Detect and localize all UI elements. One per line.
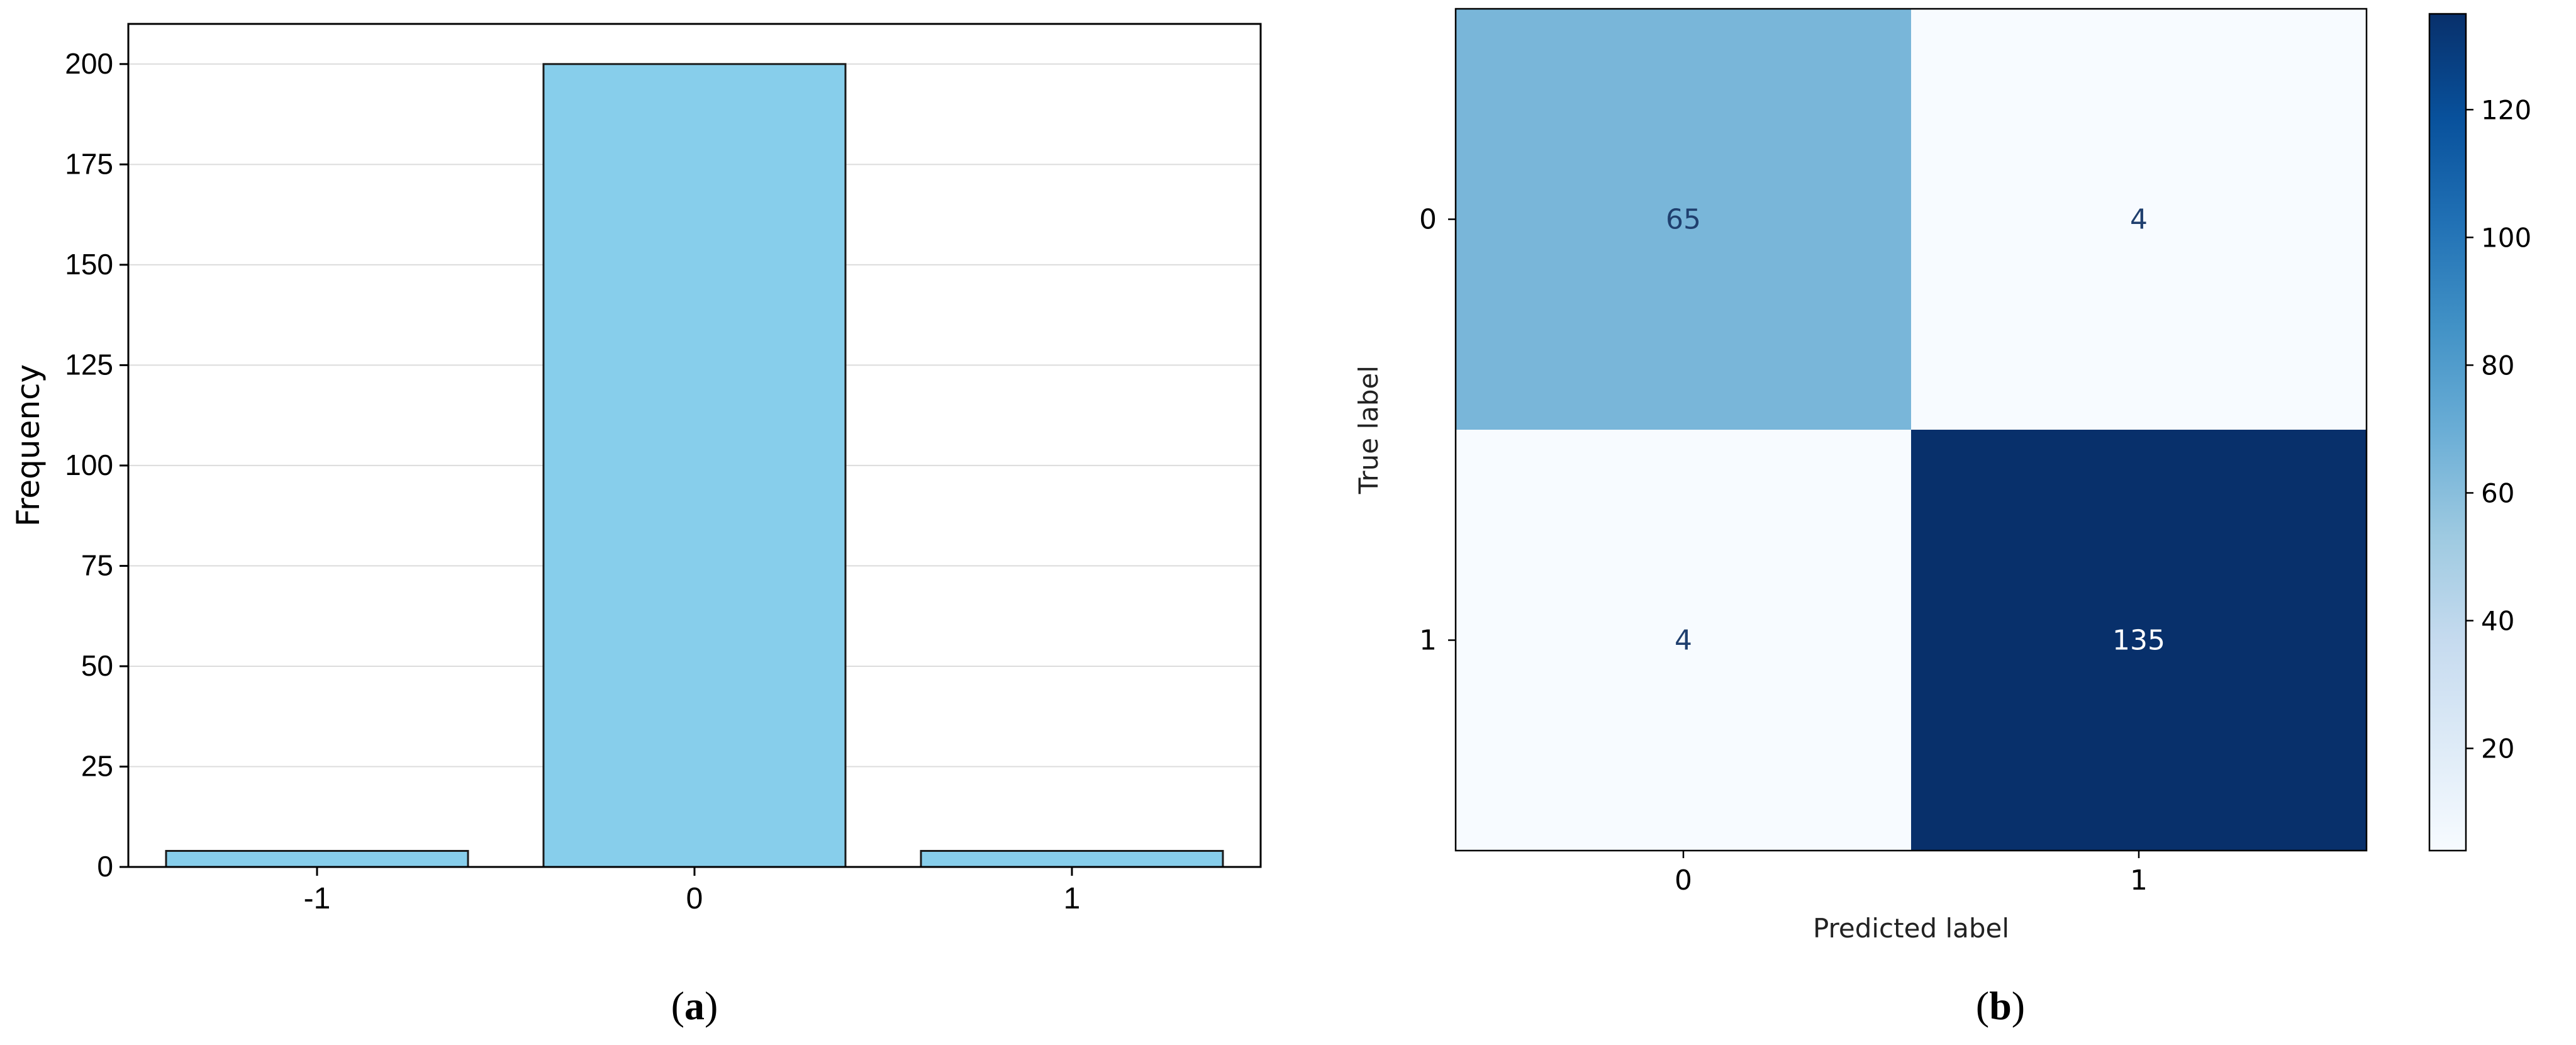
bar-chart-panel: 0 25 50 75 100 125 150 175 200 -1 0 1 Frequency (a…	[10, 23, 1262, 1028]
colorbar-gradient	[2428, 13, 2467, 852]
row-tick-label: 0	[1419, 204, 1437, 236]
y-tick-label: 100	[65, 449, 113, 481]
colorbar-tick-label: 40	[2481, 606, 2514, 637]
colorbar: 20 40 60 80 100 120	[2428, 13, 2531, 852]
x-tick-label: 0	[686, 882, 703, 915]
y-tick-label: 175	[65, 147, 113, 180]
cell-value: 4	[2130, 204, 2148, 236]
colorbar-tick-label: 60	[2481, 478, 2514, 508]
cell-value: 135	[2112, 625, 2165, 657]
row-ticks: 01	[1419, 204, 1456, 657]
y-ticks: 0 25 50 75 100 125 150 175 200	[65, 47, 128, 883]
column-tick-label: 0	[1675, 864, 1692, 897]
bar	[165, 849, 469, 868]
bars	[165, 63, 1224, 868]
bar	[542, 63, 847, 868]
matrix-frame	[1454, 8, 2368, 852]
y-tick-label: 25	[81, 749, 113, 782]
x-tick-label: 1	[1064, 882, 1081, 915]
y-tick-label: 75	[81, 549, 113, 581]
cell-value: 65	[1666, 204, 1701, 236]
cell-value: 4	[1675, 625, 1692, 657]
x-ticks: -1 0 1	[304, 867, 1081, 915]
colorbar-tick-label: 100	[2481, 222, 2531, 253]
y-tick-label: 125	[65, 348, 113, 381]
colorbar-tick-label: 80	[2481, 350, 2514, 381]
cell-value-labels: 65 4 4 135	[1666, 204, 2165, 657]
row-tick-label: 1	[1419, 625, 1437, 657]
y-axis-label: Frequency	[10, 364, 47, 527]
y-tick-label: 150	[65, 248, 113, 281]
colorbar-ticks: 20 40 60 80 100 120	[2466, 94, 2531, 764]
caption-b: (b)	[1976, 983, 2025, 1028]
x-axis-label: Predicted label	[1813, 913, 2009, 944]
matrix-cell	[1911, 9, 2367, 430]
colorbar-tick-label: 20	[2481, 734, 2514, 764]
caption-a: (a)	[671, 983, 718, 1028]
colorbar-tick-label: 120	[2481, 94, 2531, 125]
y-tick-label: 50	[81, 649, 113, 682]
x-tick-label: -1	[304, 882, 331, 915]
y-tick-label: 200	[65, 47, 113, 80]
bar	[920, 849, 1224, 868]
y-tick-label: 0	[97, 850, 113, 883]
matrix-cell	[1456, 430, 1911, 851]
matrix-cell	[1911, 430, 2367, 851]
column-tick-label: 1	[2130, 864, 2148, 897]
matrix-cell	[1456, 9, 1911, 430]
matrix-cells	[1456, 9, 2367, 851]
y-axis-label: True label	[1353, 366, 1384, 495]
